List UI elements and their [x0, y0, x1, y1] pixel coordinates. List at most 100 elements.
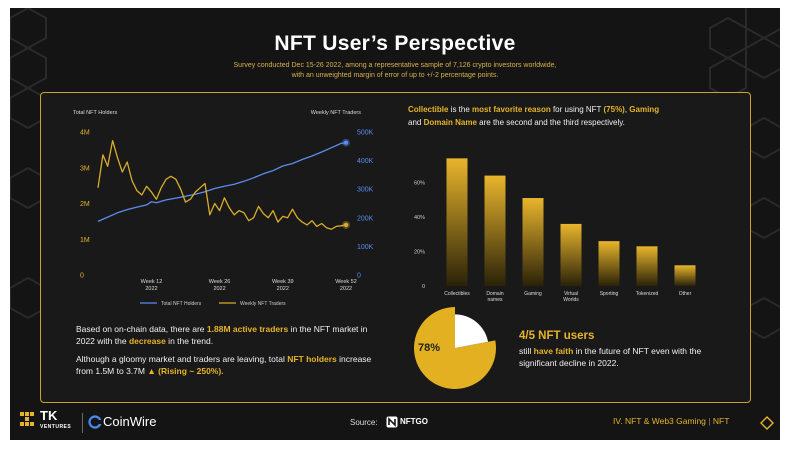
traders-series-line — [97, 139, 347, 230]
subtitle-line-2: with an unweighted margin of error of up… — [291, 72, 499, 79]
left-tick-label: 1M — [80, 237, 90, 244]
summary-highlight: 1.88M active traders — [206, 324, 289, 334]
bar — [522, 198, 544, 286]
x-tick-label: Week 26 — [209, 279, 231, 285]
source-label: Source: — [350, 418, 378, 427]
legend-label-traders: Weekly NFT Traders — [240, 301, 286, 307]
faith-pie-chart — [413, 307, 496, 389]
summary-highlight: ▲ (Rising ~ 250%). — [147, 366, 224, 376]
x-tick-label: Week 39 — [272, 279, 294, 285]
holders-series-line — [97, 142, 347, 222]
right-tick-label: 300K — [357, 187, 374, 194]
summary-text: Based on on-chain data, there are — [76, 324, 207, 334]
reason-highlight: most favorite reason — [472, 105, 551, 114]
bar-y-tick-label: 40% — [414, 215, 425, 221]
bar — [560, 223, 582, 286]
bar — [598, 241, 620, 286]
left-tick-label: 3M — [80, 165, 90, 172]
page-subtitle: Survey conducted Dec 15-26 2022, among a… — [10, 61, 780, 81]
section-separator: | — [708, 416, 711, 426]
footer-divider — [82, 413, 83, 433]
diamond-icon — [760, 416, 774, 430]
bar-category-label: Gaming — [524, 291, 542, 297]
tk-logo-subtext: VENTURES — [40, 424, 72, 430]
holders-summary: Based on on-chain data, there are 1.88M … — [76, 323, 376, 347]
bar-category-label: Other — [679, 291, 692, 297]
right-tick-label: 100K — [357, 244, 374, 251]
bar-y-tick-label: 60% — [414, 181, 425, 187]
traders-end-marker — [343, 222, 349, 228]
users-body-text: still — [519, 346, 534, 356]
left-axis-title: Total NFT Holders — [73, 110, 117, 116]
bar-series — [446, 158, 696, 286]
left-tick-labels: 0 1M 2M 3M 4M — [80, 130, 90, 280]
coinwire-logo: CoinWire — [103, 414, 157, 429]
bar — [484, 175, 506, 286]
legend-label-holders: Total NFT Holders — [161, 301, 202, 307]
x-tick-label-year: 2022 — [277, 286, 289, 292]
coinwire-icon — [88, 415, 102, 429]
reason-highlight: Gaming — [629, 105, 660, 114]
section-title: IV. NFT & Web3 Gaming — [613, 416, 706, 426]
bar-y-tick-label: 20% — [414, 250, 425, 256]
right-tick-label: 400K — [357, 158, 374, 165]
section-label: IV. NFT & Web3 Gaming | NFT — [613, 416, 729, 426]
pie-percent-label: 78% — [418, 342, 441, 354]
right-tick-label: 200K — [357, 215, 374, 222]
reason-highlight: Collectible — [408, 105, 449, 114]
right-tick-label: 0 — [357, 273, 361, 280]
traders-summary: Although a gloomy market and traders are… — [76, 353, 376, 377]
left-tick-label: 2M — [80, 201, 90, 208]
users-body-highlight: have faith — [533, 346, 574, 356]
bar — [674, 265, 696, 286]
nftgo-logo: NFTGO — [400, 417, 428, 426]
tk-ventures-logo — [20, 412, 34, 426]
left-tick-label: 4M — [80, 130, 90, 137]
pie-slices — [413, 307, 496, 389]
page-title: NFT User’s Perspective — [274, 32, 516, 55]
summary-text: in the trend. — [165, 336, 214, 346]
bar-category-label: Sporting — [600, 291, 619, 297]
reason-plain: for using NFT — [550, 105, 604, 114]
summary-highlight: decrease — [128, 336, 166, 346]
reason-highlight: Domain Name — [423, 117, 477, 127]
bar — [446, 158, 468, 286]
line-chart: Total NFT Holders Weekly NFT Traders 0 1M… — [73, 110, 374, 307]
right-tick-labels: 0 100K 200K 300K 400K 500K — [357, 130, 374, 280]
bar-category-label-line2: names — [487, 297, 503, 303]
bar-category-label: Domain — [486, 291, 503, 297]
reason-plain: are the second and the third respectivel… — [476, 117, 625, 127]
users-body: still have faith in the future of NFT ev… — [519, 345, 739, 369]
reason-plain: is the — [448, 105, 473, 114]
tk-logo-text: TK — [40, 408, 58, 423]
slide: NFT User’s Perspective Survey conducted … — [10, 8, 780, 440]
chart-lines — [97, 138, 350, 230]
holders-end-marker — [343, 140, 349, 145]
summary-text: in the NFT market in 2022 with the — [76, 324, 368, 346]
bar-y-tick-label: 0 — [422, 284, 425, 290]
x-tick-label-year: 2022 — [340, 286, 352, 292]
bar-category-label: Virtual — [564, 291, 578, 297]
x-tick-label-year: 2022 — [145, 286, 157, 292]
reason-highlight: (75%) — [603, 105, 625, 114]
summary-highlight: NFT holders — [287, 354, 337, 364]
users-headline: 4/5 NFT users — [519, 330, 595, 342]
summary-text: Although a gloomy market and traders are… — [76, 354, 288, 364]
bar-category-label: Collectibles — [444, 291, 470, 297]
x-tick-label-year: 2022 — [213, 286, 225, 292]
left-tick-label: 0 — [80, 273, 84, 280]
right-axis-title: Weekly NFT Traders — [311, 110, 361, 116]
bar-category-label-line2: Worlds — [563, 297, 579, 303]
pie-slice-other — [455, 314, 489, 348]
reason-text: Collectible is the most favorite reason … — [408, 104, 738, 129]
x-tick-label: Week 52 — [335, 279, 357, 285]
pie-slice-faith — [413, 307, 496, 389]
line-chart-legend: Total NFT Holders Weekly NFT Traders — [140, 301, 286, 307]
bar-y-tick-labels: 0 20% 40% 60% — [414, 181, 425, 291]
content-frame — [40, 92, 751, 403]
reason-plain: and — [408, 117, 424, 127]
